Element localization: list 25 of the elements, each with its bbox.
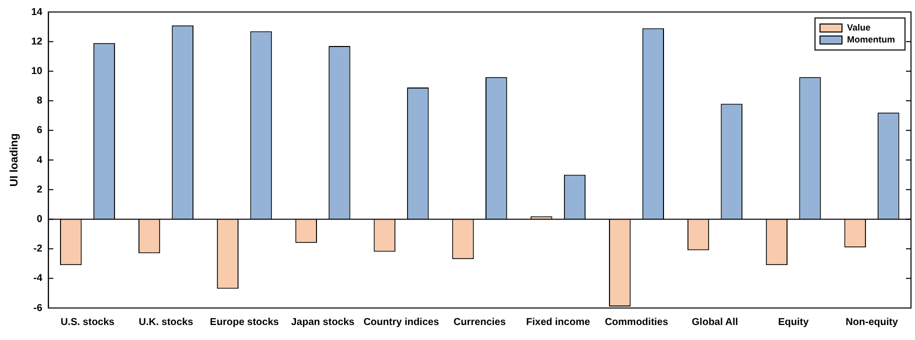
legend-label: Momentum: [847, 34, 895, 44]
y-tick-label: -4: [33, 273, 43, 284]
y-axis-title: UI loading: [8, 133, 21, 187]
y-tick-label: 8: [36, 96, 43, 107]
x-tick-label: Country indices: [363, 316, 440, 328]
y-tick-label: 14: [31, 6, 43, 18]
x-tick-label: Europe stocks: [210, 316, 280, 328]
y-tick-label: 12: [31, 36, 43, 48]
x-tick-label: Japan stocks: [291, 316, 355, 328]
x-tick-label: U.K. stocks: [138, 316, 194, 328]
y-tick-label: -6: [33, 302, 43, 314]
y-tick-label: 6: [36, 125, 43, 136]
x-tick-label: Commodities: [604, 316, 669, 328]
x-tick-label: Non-equity: [846, 316, 898, 328]
y-tick-label: 2: [36, 184, 43, 196]
y-tick-label: 4: [36, 154, 43, 166]
x-tick-label: Global All: [692, 316, 738, 328]
x-tick-label: U.S. stocks: [60, 316, 115, 328]
y-tick-label: 10: [31, 66, 43, 77]
x-tick-label: Equity: [778, 316, 810, 328]
y-tick-label: 0: [36, 214, 43, 225]
legend-label: Value: [847, 22, 871, 32]
x-tick-label: Currencies: [454, 316, 506, 328]
y-tick-label: -2: [33, 244, 43, 255]
x-tick-label: Fixed income: [526, 316, 590, 328]
